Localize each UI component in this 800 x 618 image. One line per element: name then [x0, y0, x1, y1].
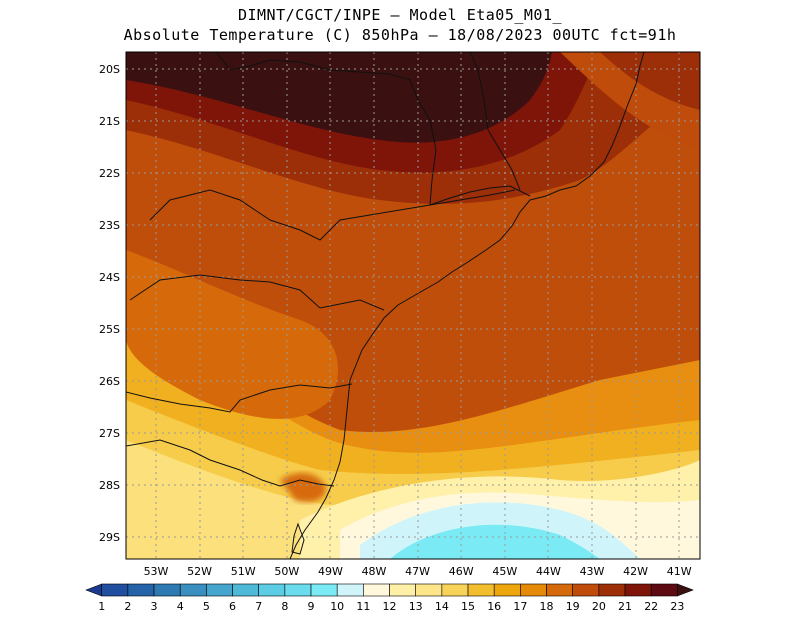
longitude-label: 48W [362, 565, 387, 578]
latitude-label: 21S [99, 115, 120, 128]
coastline-and-borders [126, 52, 645, 559]
colorbar-label: 1 [98, 600, 105, 613]
colorbar-segment [336, 583, 364, 597]
colorbar-label: 8 [281, 600, 288, 613]
longitude-label: 50W [274, 565, 299, 578]
longitude-label: 52W [187, 565, 212, 578]
colorbar-segment [284, 583, 312, 597]
colorbar-segment [546, 583, 573, 597]
longitude-label: 49W [318, 565, 343, 578]
colorbar-segment [415, 583, 443, 597]
border-es-mg [469, 52, 521, 191]
latitude-labels: 20S 21S 22S 23S 24S 25S 26S 27S 28S 29S [99, 63, 120, 544]
latitude-label: 24S [99, 271, 120, 284]
colorbar-label: 7 [255, 600, 262, 613]
colorbar-segment [598, 583, 626, 597]
latitude-label: 28S [99, 479, 120, 492]
colorbar-label: 16 [487, 600, 501, 613]
colorbar-segment [520, 583, 547, 597]
colorbar-segment [467, 583, 495, 597]
colorbar-label: 13 [409, 600, 423, 613]
border-mg-sp [149, 189, 516, 241]
colorbar-label: 21 [618, 600, 632, 613]
colorbar-segment [310, 583, 338, 597]
latitude-label: 22S [99, 167, 120, 180]
colorbar-label: 10 [330, 600, 344, 613]
colorbar-segment [441, 583, 469, 597]
colorbar-label: 11 [356, 600, 370, 613]
colorbar-label: 4 [177, 600, 184, 613]
colorbar-segment [258, 583, 286, 597]
colorbar-label: 15 [461, 600, 475, 613]
colorbar-label: 9 [308, 600, 315, 613]
colorbar-segment [363, 583, 390, 597]
latitude-label: 26S [99, 375, 120, 388]
longitude-label: 47W [405, 565, 430, 578]
longitude-label: 51W [231, 565, 256, 578]
latitude-label: 27S [99, 427, 120, 440]
map-title-line-1: DIMNT/CGCT/INPE – Model Eta05_M01_ [237, 6, 563, 24]
colorbar-label: 2 [124, 600, 131, 613]
colorbar-label: 3 [151, 600, 158, 613]
border-sp-pr [129, 274, 385, 311]
latitude-label: 23S [99, 219, 120, 232]
map-title-line-2: Absolute Temperature (C) 850hPa – 18/08/… [123, 26, 677, 44]
colorbar-label: 6 [229, 600, 236, 613]
coastline [289, 52, 645, 559]
longitude-label: 46W [449, 565, 474, 578]
colorbar-segment [493, 583, 521, 597]
colorbar-segment [153, 583, 181, 597]
colorbar-segment [624, 583, 652, 597]
longitude-labels: 53W 52W 51W 50W 49W 48W 47W 46W 45W 44W 43W 42W 41W [144, 565, 692, 578]
colorbar-label: 17 [513, 600, 527, 613]
colorbar-label: 23 [670, 600, 684, 613]
longitude-label: 45W [492, 565, 517, 578]
temperature-field [126, 52, 700, 559]
colorbar-segment [650, 583, 678, 597]
longitude-label: 41W [667, 565, 692, 578]
longitude-label: 53W [144, 565, 169, 578]
colorbar: 1 2 3 4 5 6 7 8 9 10 11 12 13 14 15 16 17 18 19 20 21 22 23 [85, 583, 694, 613]
latitude-label: 20S [99, 63, 120, 76]
latitude-label: 29S [99, 531, 120, 544]
colorbar-high-arrow [677, 583, 694, 597]
colorbar-segment [572, 583, 600, 597]
colorbar-label: 18 [540, 600, 554, 613]
longitude-label: 43W [580, 565, 605, 578]
colorbar-low-arrow [85, 583, 102, 597]
colorbar-label: 14 [435, 600, 449, 613]
border-pr-sc [126, 383, 353, 413]
border-mg-rj [429, 185, 531, 206]
colorbar-segment [232, 583, 260, 597]
interior-border [215, 52, 437, 206]
colorbar-label: 20 [592, 600, 606, 613]
colorbar-segment [101, 583, 129, 597]
longitude-label: 44W [536, 565, 561, 578]
colorbar-label: 19 [566, 600, 580, 613]
latitude-label: 25S [99, 323, 120, 336]
colorbar-segment [179, 583, 207, 597]
longitude-label: 42W [623, 565, 648, 578]
colorbar-segment [127, 583, 155, 597]
colorbar-segment [389, 583, 416, 597]
colorbar-label: 12 [383, 600, 397, 613]
border-sc-rs [126, 439, 335, 487]
lagoon-dos-patos [291, 522, 305, 555]
colorbar-segment [206, 583, 233, 597]
colorbar-label: 22 [644, 600, 658, 613]
colorbar-label: 5 [203, 600, 210, 613]
plot-frame [125, 51, 701, 560]
